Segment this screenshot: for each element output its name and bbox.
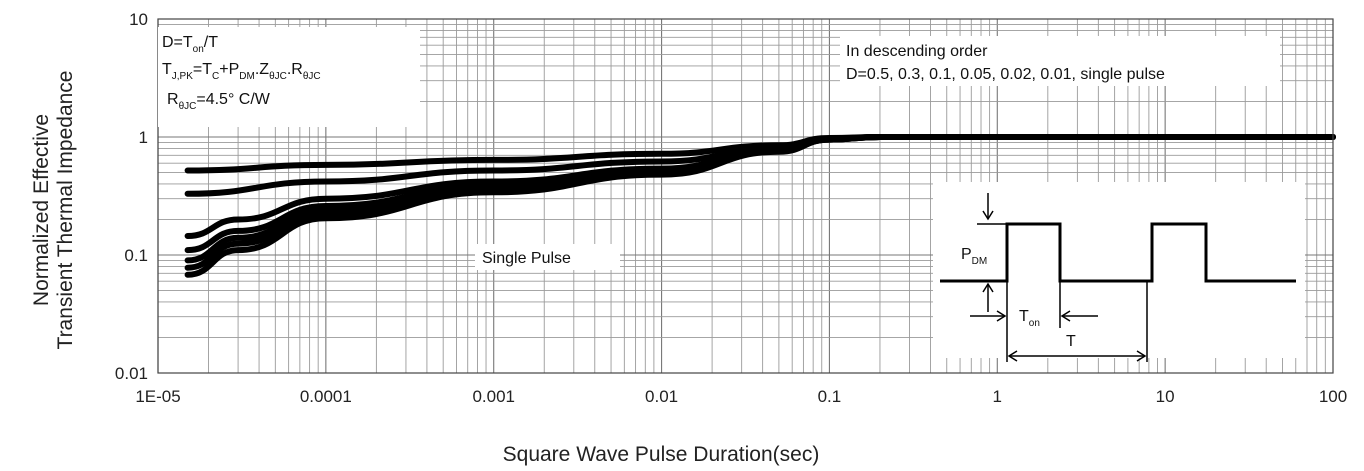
formula-d-sub: on bbox=[193, 44, 204, 55]
y-tick-label: 10 bbox=[129, 10, 148, 29]
x-tick-label: 0.0001 bbox=[300, 387, 352, 406]
impedance-curves bbox=[184, 133, 1336, 278]
order-line1: In descending order bbox=[846, 43, 988, 60]
svg-text:D=Ton/T: D=Ton/T bbox=[162, 34, 218, 55]
formula-r-a: R bbox=[167, 91, 179, 108]
single-pulse-label-group: Single Pulse bbox=[475, 244, 620, 270]
t-label: T bbox=[1066, 333, 1076, 350]
x-tick-label: 1 bbox=[993, 387, 1002, 406]
ton-text: T bbox=[1019, 308, 1029, 325]
plot-frame bbox=[157, 18, 1334, 374]
svg-text:RθJC=4.5° C/W: RθJC=4.5° C/W bbox=[167, 91, 271, 112]
formula-d-b: /T bbox=[204, 34, 218, 51]
pdm-text: P bbox=[961, 246, 972, 263]
x-tick-label: 0.01 bbox=[645, 387, 678, 406]
pdm-sub: DM bbox=[972, 256, 988, 267]
order-annotation: In descending order D=0.5, 0.3, 0.1, 0.0… bbox=[840, 36, 1280, 86]
formula-t-sub4: θJC bbox=[269, 71, 287, 82]
formula-t-sub2: C bbox=[212, 71, 219, 82]
pulse-waveform-inset: PDM Ton T bbox=[933, 182, 1305, 362]
formula-t-d: .Z bbox=[255, 61, 269, 78]
formula-t-sub1: J,PK bbox=[172, 71, 193, 82]
ton-sub: on bbox=[1029, 318, 1040, 329]
formula-t-e: .R bbox=[287, 61, 303, 78]
formula-r-b: =4.5° C/W bbox=[196, 91, 270, 108]
x-tick-label: 0.1 bbox=[818, 387, 842, 406]
ton-label: Ton bbox=[1019, 308, 1040, 329]
formula-t-b: =T bbox=[193, 61, 212, 78]
order-line2: D=0.5, 0.3, 0.1, 0.05, 0.02, 0.01, singl… bbox=[846, 66, 1165, 83]
x-tick-label: 10 bbox=[1156, 387, 1175, 406]
y-axis-title-line2: Transient Thermal Impedance bbox=[54, 71, 77, 350]
single-pulse-label: Single Pulse bbox=[482, 250, 571, 267]
formula-t-a: T bbox=[162, 61, 172, 78]
x-axis-title: Square Wave Pulse Duration(sec) bbox=[503, 443, 820, 466]
y-axis-title-line1: Normalized Effective bbox=[30, 114, 53, 306]
svg-text:TJ,PK=TC+PDM.ZθJC.RθJC: TJ,PK=TC+PDM.ZθJC.RθJC bbox=[162, 61, 321, 82]
y-tick-label: 1 bbox=[139, 128, 148, 147]
impedance-curve-7 bbox=[184, 133, 1336, 278]
formula-annotation: D=Ton/T TJ,PK=TC+PDM.ZθJC.RθJC RθJC=4.5°… bbox=[158, 27, 420, 127]
pdm-label: PDM bbox=[961, 246, 987, 267]
x-tick-label: 100 bbox=[1319, 387, 1347, 406]
x-tick-labels: 1E-05 0.0001 0.001 0.01 0.1 1 10 100 bbox=[135, 387, 1347, 406]
x-tick-label: 1E-05 bbox=[135, 387, 180, 406]
formula-t-sub5: θJC bbox=[303, 71, 321, 82]
y-tick-label: 0.01 bbox=[115, 364, 148, 383]
x-tick-label: 0.001 bbox=[472, 387, 515, 406]
formula-t-sub3: DM bbox=[239, 71, 255, 82]
formula-t-c: +P bbox=[219, 61, 239, 78]
y-tick-label: 0.1 bbox=[124, 246, 148, 265]
y-tick-labels: 10 1 0.1 0.01 bbox=[115, 10, 148, 383]
formula-r-sub: θJC bbox=[179, 101, 197, 112]
pulse-waveform bbox=[940, 222, 1296, 283]
formula-d-a: D=T bbox=[162, 34, 193, 51]
